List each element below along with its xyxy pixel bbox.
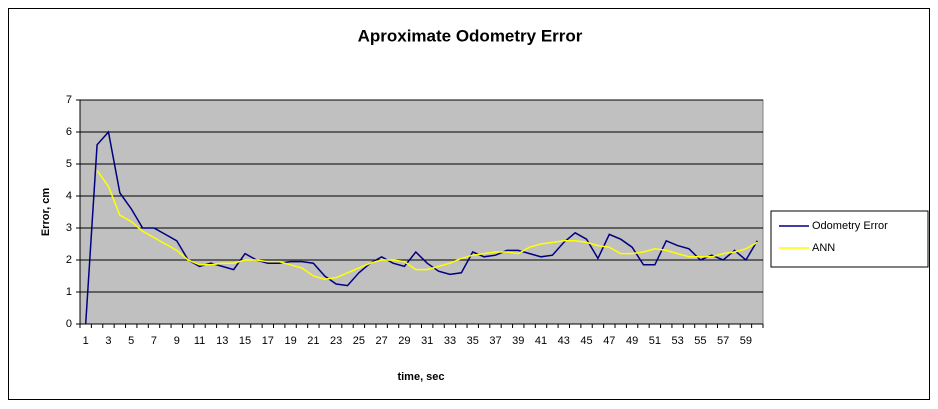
y-tick-label: 7 bbox=[66, 94, 72, 106]
x-tick-label: 5 bbox=[128, 335, 134, 347]
series-line bbox=[96, 169, 758, 280]
plot-area bbox=[79, 99, 764, 325]
x-tick-label: 27 bbox=[376, 335, 388, 347]
x-tick-label: 25 bbox=[353, 335, 365, 347]
x-tick-label: 7 bbox=[151, 335, 157, 347]
x-tick-label: 15 bbox=[239, 335, 251, 347]
x-tick-label: 59 bbox=[740, 335, 752, 347]
y-tick-label: 5 bbox=[66, 158, 72, 170]
legend-label: Odometry Error bbox=[812, 220, 888, 232]
y-tick-label: 0 bbox=[66, 318, 72, 330]
y-tick-label: 2 bbox=[66, 254, 72, 266]
x-tick-label: 23 bbox=[330, 335, 342, 347]
legend-box bbox=[770, 210, 929, 268]
y-tick-label: 3 bbox=[66, 222, 72, 234]
x-tick-label: 39 bbox=[512, 335, 524, 347]
x-axis-label: time, sec bbox=[397, 371, 444, 383]
y-axis-label: Error, cm bbox=[40, 188, 52, 237]
x-tick-label: 9 bbox=[174, 335, 180, 347]
legend-label: ANN bbox=[812, 242, 835, 254]
x-tick-label: 49 bbox=[626, 335, 638, 347]
x-tick-label: 11 bbox=[194, 335, 205, 347]
x-tick-label: 47 bbox=[603, 335, 615, 347]
x-tick-label: 31 bbox=[421, 335, 433, 347]
x-tick-label: 17 bbox=[262, 335, 274, 347]
x-tick-label: 45 bbox=[580, 335, 592, 347]
x-tick-label: 29 bbox=[398, 335, 410, 347]
x-tick-label: 41 bbox=[535, 335, 547, 347]
x-tick-label: 51 bbox=[649, 335, 661, 347]
x-tick-label: 21 bbox=[307, 335, 319, 347]
y-tick-label: 4 bbox=[66, 190, 72, 202]
y-tick-label: 1 bbox=[66, 286, 72, 298]
x-tick-label: 33 bbox=[444, 335, 456, 347]
chart-title: Aproximate Odometry Error bbox=[358, 26, 583, 45]
x-tick-label: 35 bbox=[467, 335, 479, 347]
x-tick-label: 37 bbox=[489, 335, 501, 347]
x-tick-label: 55 bbox=[694, 335, 706, 347]
x-tick-label: 53 bbox=[672, 335, 684, 347]
x-tick-label: 43 bbox=[558, 335, 570, 347]
x-tick-label: 57 bbox=[717, 335, 729, 347]
x-tick-label: 13 bbox=[216, 335, 228, 347]
x-tick-label: 1 bbox=[83, 335, 89, 347]
x-tick-label: 3 bbox=[105, 335, 111, 347]
series-line bbox=[84, 130, 758, 325]
y-tick-label: 6 bbox=[66, 126, 72, 138]
x-tick-label: 19 bbox=[284, 335, 296, 347]
